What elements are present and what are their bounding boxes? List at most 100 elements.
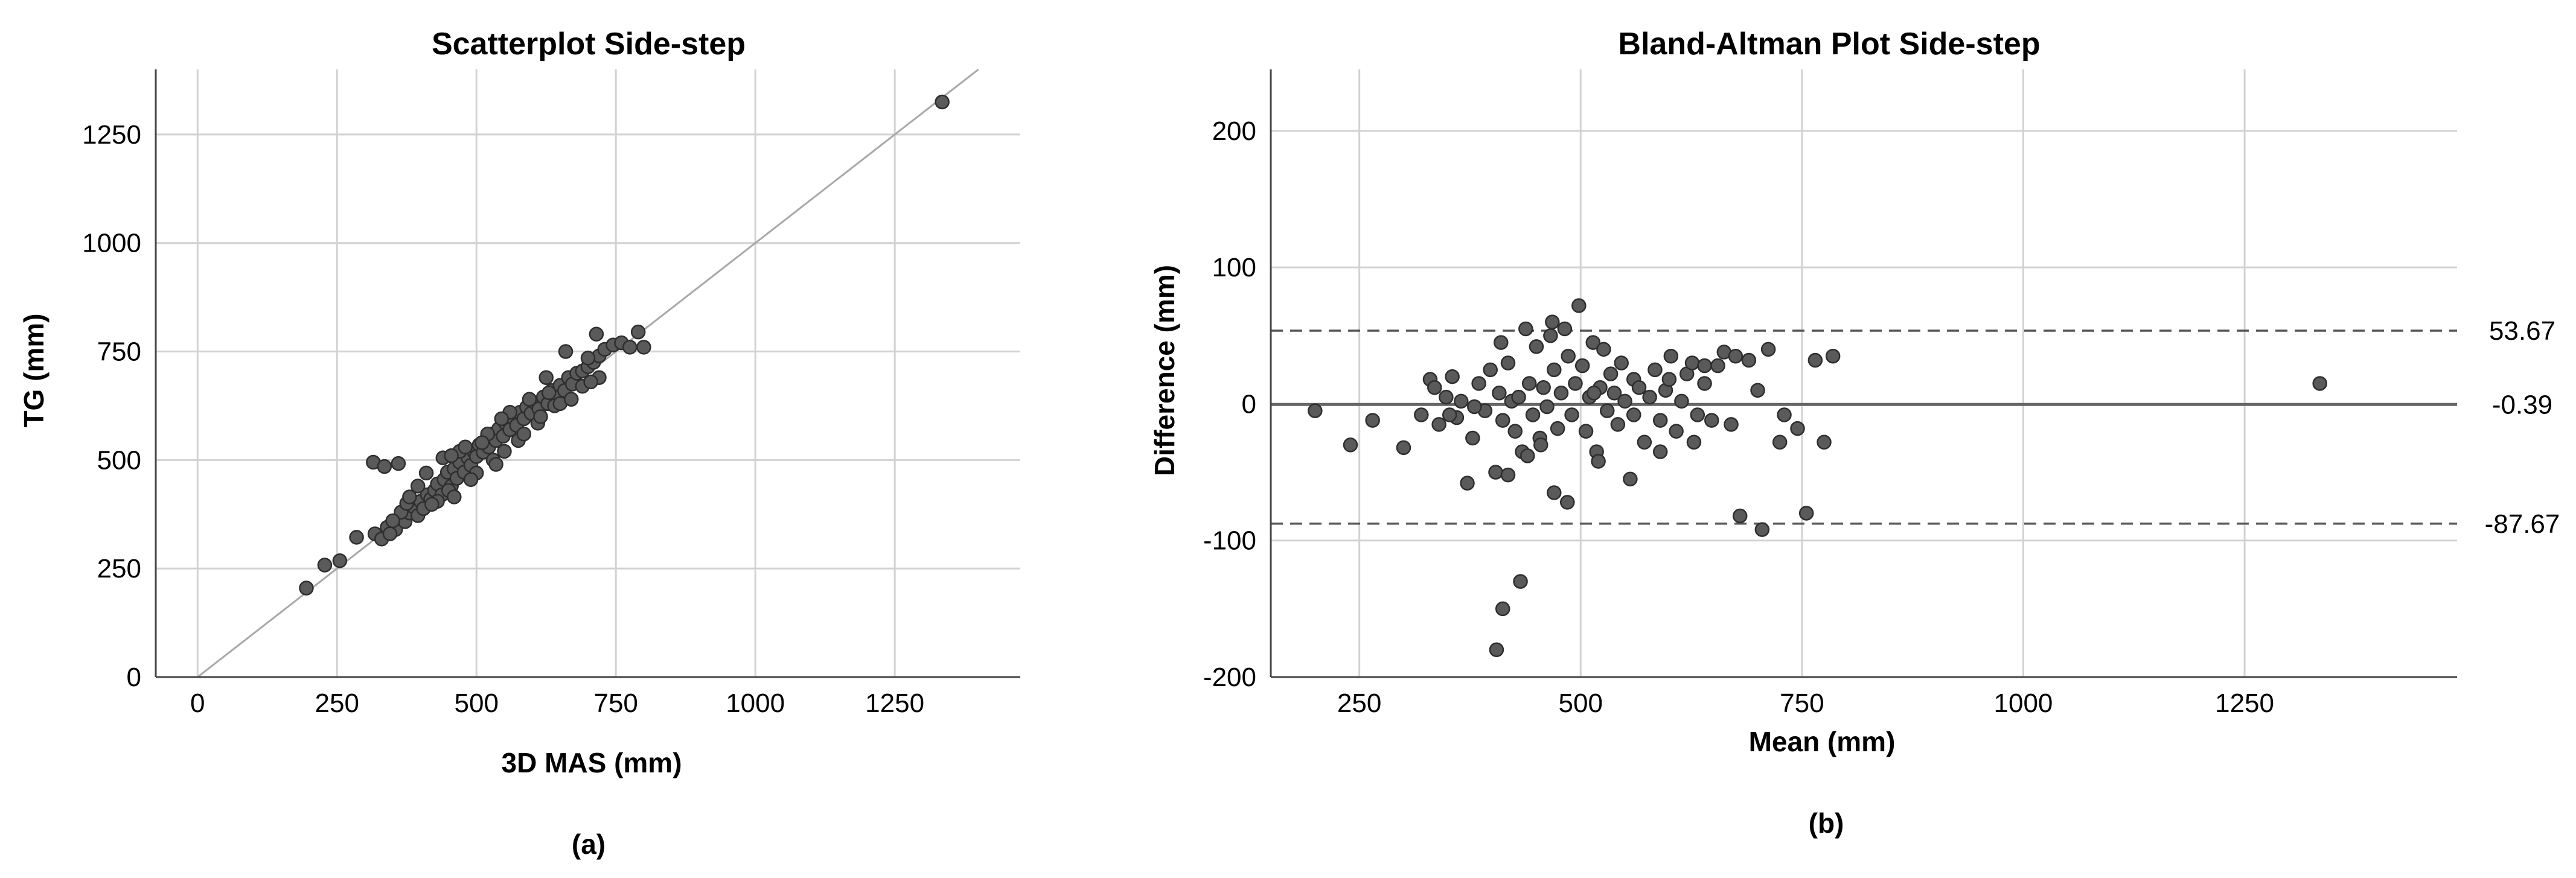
data-point <box>539 370 554 385</box>
y-tick-label: 750 <box>97 337 141 367</box>
data-point <box>580 351 596 366</box>
scatterplot-y-ticks: 0 250 500 750 1000 1250 <box>82 120 141 692</box>
data-point <box>463 472 479 487</box>
data-point <box>542 385 557 401</box>
data-point <box>332 553 348 568</box>
data-point <box>935 94 950 110</box>
data-point <box>1561 348 1576 364</box>
scatterplot-x-label: 3D MAS (mm) <box>501 747 682 778</box>
data-point <box>1663 348 1679 364</box>
data-point <box>488 457 503 472</box>
data-point <box>1697 358 1712 374</box>
limit-of-agreement-label: -87.67 <box>2485 509 2560 539</box>
data-point <box>1488 465 1503 480</box>
data-point <box>494 411 510 427</box>
bland-altman-x-ticks: 250 500 750 1000 1250 <box>1337 689 2274 718</box>
data-point <box>349 530 364 545</box>
data-point <box>475 435 490 450</box>
data-point <box>1772 434 1788 450</box>
data-point <box>636 340 651 355</box>
data-point <box>1690 407 1705 422</box>
data-point <box>1750 383 1765 398</box>
data-point <box>382 526 398 541</box>
data-point <box>1513 574 1528 589</box>
data-point <box>1529 339 1544 354</box>
data-point <box>1732 508 1748 524</box>
data-point <box>410 479 426 494</box>
data-point <box>1686 434 1702 450</box>
data-point <box>1520 448 1535 463</box>
data-point <box>458 439 473 455</box>
data-point <box>1610 417 1626 432</box>
data-point <box>1697 376 1712 391</box>
bland-altman-y-ticks: -200 -100 0 100 200 <box>1203 116 1256 692</box>
data-point <box>1431 417 1446 432</box>
data-point <box>1754 522 1770 537</box>
data-point <box>1518 321 1533 337</box>
data-point <box>1454 393 1469 409</box>
bland-altman-x-label: Mean (mm) <box>1749 726 1896 757</box>
data-point <box>1465 430 1480 446</box>
data-point <box>1467 399 1482 415</box>
x-tick-label: 750 <box>1780 689 1824 718</box>
data-point <box>1547 362 1562 378</box>
data-point <box>444 448 459 463</box>
data-point <box>424 497 439 512</box>
bland-altman-axes <box>1270 69 2457 678</box>
data-point <box>1308 403 1323 418</box>
y-tick-label: 1250 <box>82 120 141 150</box>
data-point <box>1495 601 1510 617</box>
data-point <box>1439 389 1454 405</box>
data-point <box>1560 495 1575 510</box>
data-point <box>418 465 434 481</box>
data-point <box>1483 362 1498 378</box>
y-tick-label: 200 <box>1212 116 1256 146</box>
data-point <box>1492 386 1507 401</box>
data-point <box>1414 407 1429 422</box>
data-point <box>1536 380 1551 395</box>
data-point <box>1596 342 1611 357</box>
data-point <box>1571 298 1587 313</box>
data-point <box>402 489 417 504</box>
data-point <box>317 558 333 573</box>
data-point <box>1807 352 1823 368</box>
data-point <box>583 374 598 390</box>
scatterplot-points <box>299 94 950 596</box>
data-point <box>1427 380 1442 395</box>
data-point <box>1550 421 1565 436</box>
data-point <box>1603 366 1619 381</box>
data-point <box>1614 355 1629 371</box>
y-tick-label: 0 <box>1242 389 1256 419</box>
data-point <box>1631 380 1647 395</box>
data-point <box>1741 352 1757 368</box>
data-point <box>558 344 574 359</box>
panel-b-caption: (b) <box>1809 807 1844 839</box>
data-point <box>1661 372 1677 387</box>
data-point <box>1637 434 1652 450</box>
data-point <box>447 489 462 504</box>
bland-altman-y-label: Difference (mm) <box>1149 265 1180 476</box>
data-point <box>1652 444 1668 459</box>
x-tick-label: 1000 <box>726 689 785 718</box>
data-point <box>2312 376 2327 391</box>
data-point <box>1760 342 1776 357</box>
data-point <box>1728 348 1743 364</box>
data-point <box>1798 506 1814 521</box>
bland-altman-reference-labels: -0.39 53.67 -87.67 <box>2485 316 2560 539</box>
bland-altman-title: Bland-Altman Plot Side-step <box>1618 27 2040 62</box>
data-point <box>1585 335 1601 350</box>
data-point <box>1825 348 1841 364</box>
y-tick-label: -100 <box>1203 526 1256 556</box>
data-point <box>1684 355 1700 371</box>
data-point <box>1599 403 1615 418</box>
data-point <box>377 459 392 474</box>
data-point <box>1606 386 1622 401</box>
data-point <box>1669 424 1684 439</box>
data-point <box>1642 389 1657 405</box>
data-point <box>1471 376 1486 391</box>
data-point <box>622 340 638 355</box>
scatterplot-y-label: TG (mm) <box>18 313 50 427</box>
limit-of-agreement-label: 53.67 <box>2489 316 2555 346</box>
data-point <box>385 513 400 529</box>
data-point <box>1525 407 1541 422</box>
